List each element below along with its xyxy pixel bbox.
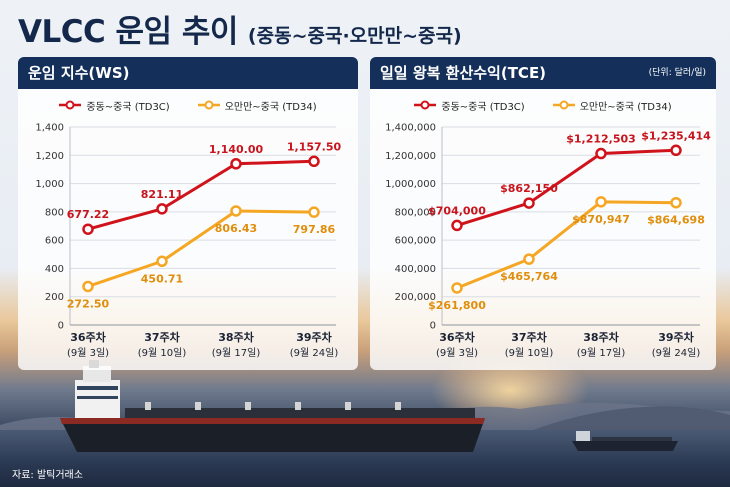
y-tick-label: 200,000 [395, 292, 436, 303]
ws-legend-td34: 오만만~중국 (TD34) [197, 97, 317, 113]
legend-line-red-icon [414, 100, 437, 110]
ws-legend-td3c: 중동~중국 (TD3C) [59, 97, 170, 113]
x-tick-label: 36주차 [439, 330, 475, 344]
small-tanker-icon [572, 431, 678, 451]
x-tick-label: 36주차 [70, 330, 106, 344]
data-label: $1,212,503 [566, 133, 636, 146]
data-label: 1,140.00 [209, 143, 264, 156]
title-subtitle: (중동~중국·오만만~중국) [247, 25, 462, 47]
x-tick-label: 38주차 [583, 330, 619, 344]
data-point [523, 253, 535, 265]
data-point [230, 158, 242, 170]
data-label: $261,800 [428, 299, 486, 312]
y-tick-label: 0 [58, 321, 64, 332]
y-tick-label: 200 [45, 292, 64, 303]
tce-unit-label: (단위: 달러/일) [648, 68, 706, 78]
y-tick-label: 400,000 [395, 264, 436, 275]
data-label: $1,235,414 [641, 129, 711, 142]
data-label: 806.43 [215, 222, 257, 235]
x-tick-sublabel: (9월 10일) [138, 347, 187, 359]
ws-panel-header: 운임 지수(WS) [18, 57, 358, 89]
page-title: VLCC 운임 추이 (중동~중국·오만만~중국) [18, 6, 462, 50]
x-tick-sublabel: (9월 17일) [577, 347, 626, 359]
ws-legend: 중동~중국 (TD3C) 오만만~중국 (TD34) [18, 97, 358, 113]
data-label: $862,150 [500, 182, 558, 195]
tce-panel-title: 일일 왕복 환산수익(TCE) [380, 64, 547, 82]
x-tick-label: 39주차 [296, 330, 332, 344]
data-point [523, 197, 535, 209]
data-point [595, 147, 607, 160]
data-point [82, 223, 94, 235]
data-point [156, 255, 168, 268]
data-point [670, 144, 682, 157]
y-tick-label: 800 [45, 207, 64, 218]
tce-legend: 중동~중국 (TD3C) 오만만~중국 (TD34) [370, 97, 716, 113]
legend-line-orange-icon [197, 100, 220, 110]
data-label: 450.71 [141, 272, 183, 285]
series-line-1 [456, 200, 677, 290]
data-label: 677.22 [67, 208, 109, 221]
data-point [82, 280, 94, 293]
data-point [156, 203, 168, 215]
data-point [595, 196, 607, 208]
series-line-0 [456, 148, 677, 227]
x-tick-label: 37주차 [511, 330, 547, 344]
data-point [670, 196, 682, 209]
data-point [308, 155, 320, 168]
legend-line-red-icon [59, 100, 82, 110]
ws-line-chart: 0 200 400 600 800 1,000 1,200 1,400 36주차 (9월 3일) 3… [35, 123, 342, 360]
y-tick-label: 1,400,000 [385, 123, 436, 134]
y-tick-label: 600 [45, 236, 64, 247]
data-label: 272.50 [67, 297, 110, 310]
series-line-0 [87, 159, 315, 231]
tce-panel-header: 일일 왕복 환산수익(TCE) (단위: 달러/일) [370, 57, 716, 89]
title-main: VLCC 운임 추이 [18, 14, 238, 50]
y-tick-label: 1,400 [35, 123, 64, 134]
data-label: 797.86 [293, 223, 336, 236]
x-tick-sublabel: (9월 24일) [290, 347, 339, 359]
series-line-1 [87, 209, 315, 288]
y-tick-label: 1,000 [35, 179, 64, 190]
y-tick-label: 800,000 [395, 207, 436, 218]
data-point [451, 282, 463, 294]
tanker-ship-icon [60, 360, 485, 452]
data-point [308, 206, 320, 218]
ws-panel-title: 운임 지수(WS) [28, 64, 130, 82]
x-tick-sublabel: (9월 17일) [212, 347, 261, 359]
tce-legend-td3c-label: 중동~중국 (TD3C) [441, 101, 525, 113]
tce-legend-td34-label: 오만만~중국 (TD34) [579, 101, 672, 113]
tce-panel: 일일 왕복 환산수익(TCE) (단위: 달러/일) 중동~중국 (TD3C) … [370, 57, 716, 370]
x-tick-label: 39주차 [658, 330, 694, 344]
x-tick-sublabel: (9월 24일) [652, 347, 701, 359]
x-tick-label: 37주차 [144, 330, 180, 344]
y-tick-label: 0 [430, 321, 436, 332]
tce-legend-td3c: 중동~중국 (TD3C) [414, 97, 525, 113]
x-tick-sublabel: (9월 3일) [67, 347, 109, 359]
tce-line-chart: 0 200,000 400,000 600,000 800,000 1,000,000 1,… [385, 123, 711, 360]
x-tick-sublabel: (9월 10일) [505, 347, 554, 359]
x-tick-sublabel: (9월 3일) [436, 347, 478, 359]
data-point [230, 205, 242, 217]
data-label: 821.11 [141, 188, 183, 201]
ws-legend-td3c-label: 중동~중국 (TD3C) [86, 101, 170, 113]
data-label: $704,000 [428, 204, 486, 217]
y-tick-label: 1,000,000 [385, 179, 436, 190]
source-note: 자료: 발틱거래소 [12, 470, 83, 481]
data-label: $465,764 [500, 270, 558, 283]
data-label: $864,698 [647, 214, 705, 227]
y-tick-label: 1,200 [35, 151, 64, 162]
y-tick-label: 1,200,000 [385, 151, 436, 162]
x-tick-label: 38주차 [218, 330, 254, 344]
y-tick-label: 600,000 [395, 236, 436, 247]
data-label: $870,947 [572, 213, 630, 226]
legend-line-orange-icon [552, 100, 575, 110]
tce-legend-td34: 오만만~중국 (TD34) [552, 97, 672, 113]
ws-index-panel: 운임 지수(WS) 중동~중국 (TD3C) 오만만~중국 (TD34) 0 20… [18, 57, 358, 370]
y-tick-label: 400 [45, 264, 64, 275]
ws-legend-td34-label: 오만만~중국 (TD34) [224, 101, 317, 113]
data-point [451, 219, 463, 232]
data-label: 1,157.50 [287, 140, 342, 153]
